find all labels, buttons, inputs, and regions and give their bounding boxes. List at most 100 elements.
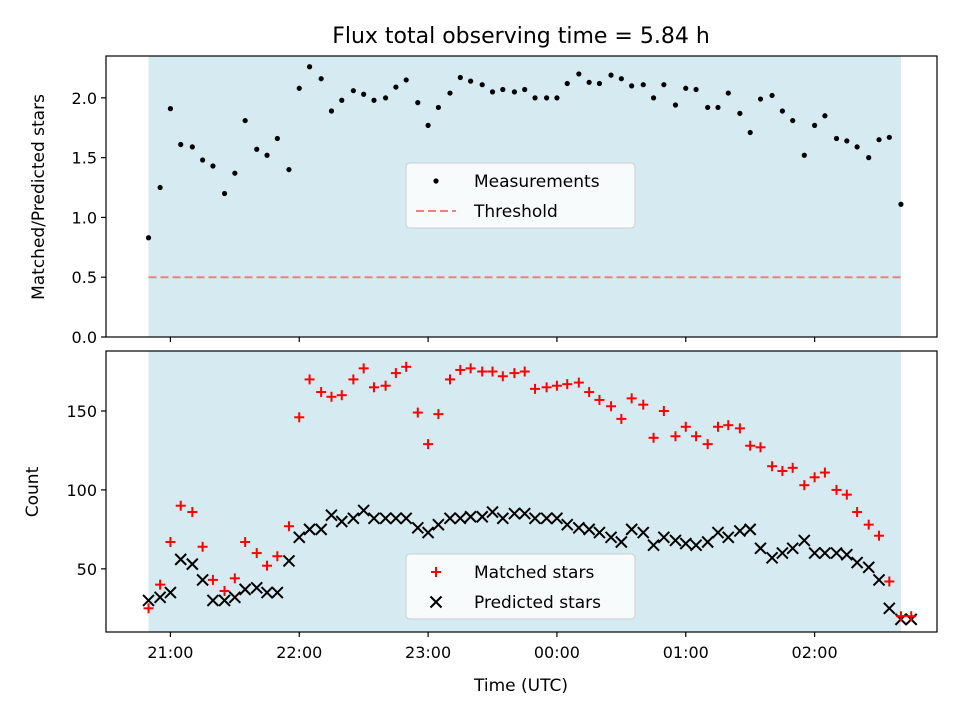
matched-stars-point [380,380,391,391]
measurement-point [145,235,152,241]
x-stroke-b [733,524,747,538]
matched-stars-point [648,432,659,443]
matched-stars-point [874,530,885,541]
matched-stars-point [219,585,230,596]
matched-stars-point [799,480,810,491]
measurement-point [189,144,195,150]
matched-stars-point [745,440,756,451]
matched-stars-point [638,399,649,410]
x-tick-label: 23:00 [405,643,451,662]
measurement-point [210,163,216,169]
predicted-stars-point [432,518,445,531]
matched-stars-point [584,387,595,398]
measurement-point [898,201,904,207]
predicted-stars-point [679,537,692,550]
measurement-point [435,104,441,111]
predicted-stars-point [786,542,799,555]
predicted-stars-point [325,508,338,522]
measurement-point [737,110,743,116]
x-stroke-b [872,573,886,587]
predicted-stars-point [389,512,403,525]
matched-stars-point [197,541,208,552]
y-tick-label: 50 [77,560,97,579]
x-stroke-b [228,591,242,604]
matched-stars-point [251,548,262,559]
measurement-point [274,135,280,142]
bottom-y-axis-label: Count [23,466,43,517]
matched-stars-point [831,484,842,495]
matched-stars-point [229,573,240,584]
measurement-points [145,64,904,241]
measurement-point [328,108,335,114]
predicted-stars-point [142,594,155,607]
predicted-stars-point [701,535,714,549]
matched-stars-point [465,363,476,374]
y-tick-label: 1.0 [72,208,97,227]
x-stroke-b [604,531,618,544]
x-stroke-b [743,523,757,536]
matched-stars-point [262,560,273,571]
predicted-stars-point [625,523,638,536]
measurement-point [489,89,496,95]
matched-stars-point [658,405,669,416]
predicted-stars-point [615,535,628,549]
measurement-point [242,117,248,124]
matched-stars-point [272,551,283,562]
measurement-point [468,78,474,84]
y-tick-label: 100 [66,481,97,500]
matched-stars-point [562,379,573,390]
measurement-point [511,89,518,95]
count-points [142,361,918,626]
predicted-stars-point [475,510,489,523]
matched-stars-point [863,519,874,530]
x-stroke-b [765,551,779,565]
predicted-stars-point [260,586,274,599]
x-stroke-b [593,526,606,539]
measurement-point [608,72,614,78]
measurement-point [757,96,764,102]
x-stroke-b [883,602,896,615]
x-stroke-b [142,594,155,607]
matched-stars-point [336,390,347,401]
matched-stars-point [616,413,627,424]
matched-stars-point [551,380,562,391]
measurement-point [801,152,807,158]
matched-stars-point [852,507,863,518]
x-stroke-b [486,505,499,519]
x-tick-label: 01:00 [663,643,709,662]
predicted-stars-point [357,504,370,517]
legend-label-matched-stars: Matched stars [474,563,594,583]
x-stroke-b [637,526,650,539]
legend-label-predicted-stars: Predicted stars [474,593,601,613]
x-stroke-b [679,537,692,550]
measurement-point [382,95,389,101]
legend-box [405,162,636,229]
predicted-stars-point [367,512,381,525]
measurement-point [306,64,313,70]
predicted-stars-point [776,546,789,560]
matched-stars-point [348,374,359,385]
measurement-point [812,122,818,128]
top-y-ticks: 0.0 0.5 1.0 1.5 2.0 [72,89,106,347]
matched-stars-point [530,383,541,394]
predicted-stars-point [872,573,886,587]
x-stroke-b [625,523,638,536]
matched-stars-point [670,431,681,442]
predicted-stars-point [508,507,521,520]
y-tick-label: 150 [66,402,97,421]
matched-stars-point [819,467,830,478]
x-stroke-b [325,508,338,522]
matched-stars-point [541,382,552,393]
x-stroke-b [475,510,489,523]
measurement-point [544,95,550,101]
predicted-stars-point [798,534,811,547]
x-stroke-b [647,538,660,552]
legend-marker-predicted-stars [429,595,443,609]
matched-stars-point [444,374,455,385]
x-stroke-b [850,556,864,569]
ratio-panel: 0.00.51.01.52.0 Matched/Predicted stars … [29,55,938,347]
predicted-stars-point [528,512,542,525]
measurement-point [457,74,463,81]
bottom-y-ticks: 50 100 150 [66,402,106,579]
